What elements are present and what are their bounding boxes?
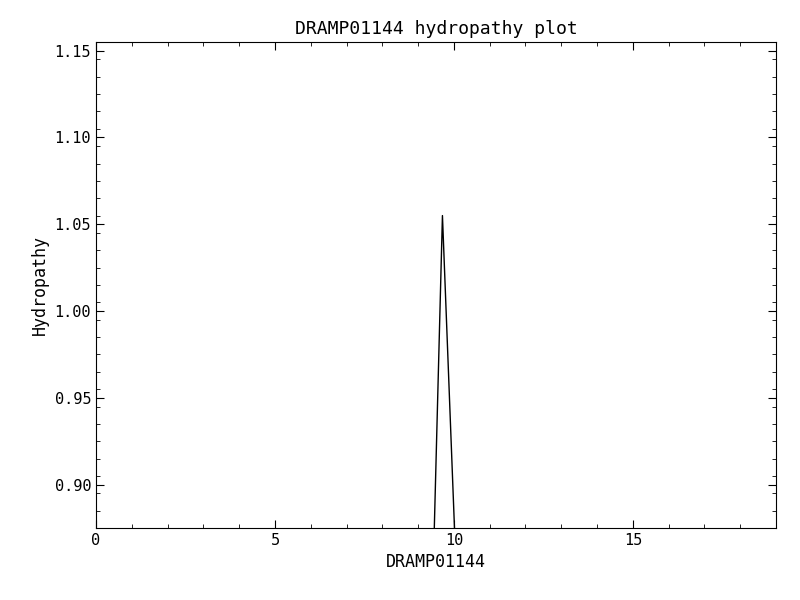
- Y-axis label: Hydropathy: Hydropathy: [31, 235, 49, 335]
- Title: DRAMP01144 hydropathy plot: DRAMP01144 hydropathy plot: [294, 20, 578, 38]
- X-axis label: DRAMP01144: DRAMP01144: [386, 553, 486, 571]
